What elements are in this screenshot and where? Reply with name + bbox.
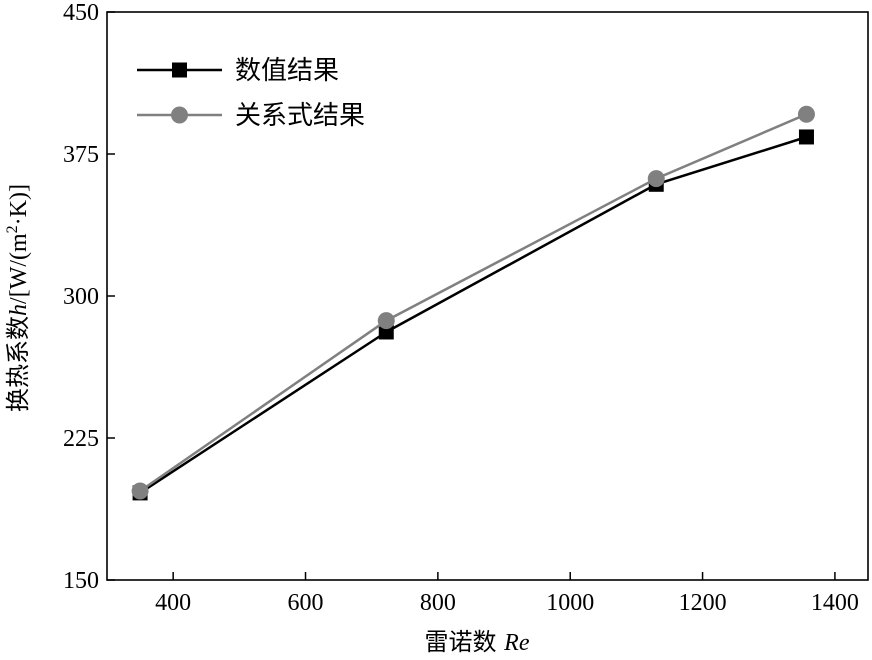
legend-marker-square [172, 62, 187, 78]
legend-marker-circle [171, 106, 188, 124]
x-tick-label: 1200 [679, 590, 727, 616]
legend-item: 数值结果 [137, 56, 339, 86]
data-point-circle [647, 170, 665, 188]
x-tick-label: 1400 [811, 590, 859, 616]
data-point-circle [131, 482, 149, 500]
x-tick-label: 400 [155, 590, 191, 616]
y-tick-label: 225 [63, 426, 99, 452]
x-tick-label: 600 [288, 590, 324, 616]
legend-item: 关系式结果 [137, 101, 365, 131]
series-line [139, 113, 807, 493]
x-axis-title: 雷诺数 Re [425, 628, 530, 656]
legend-label: 关系式结果 [235, 101, 365, 131]
y-tick-label: 450 [63, 0, 99, 26]
x-axis: 400 600 800 1000 1200 1400 [155, 572, 859, 616]
plot-frame [106, 11, 869, 581]
series-line [139, 135, 807, 494]
plot-area [106, 11, 869, 581]
series-2 [131, 105, 815, 500]
series-1 [132, 129, 814, 501]
y-tick-label: 300 [63, 284, 99, 310]
data-point-circle [377, 312, 395, 330]
legend-label: 数值结果 [235, 56, 339, 86]
data-point-square [798, 129, 814, 145]
data-point-circle [797, 105, 815, 123]
x-tick-label: 800 [420, 590, 456, 616]
series-layer [131, 105, 815, 501]
y-axis: 150 225 300 375 450 [63, 0, 115, 594]
y-axis-title: 换热系数h/[W/(m2·K)] [4, 184, 32, 412]
y-tick-label: 150 [63, 568, 99, 594]
y-tick-label: 375 [63, 142, 99, 168]
x-tick-label: 1000 [546, 590, 594, 616]
